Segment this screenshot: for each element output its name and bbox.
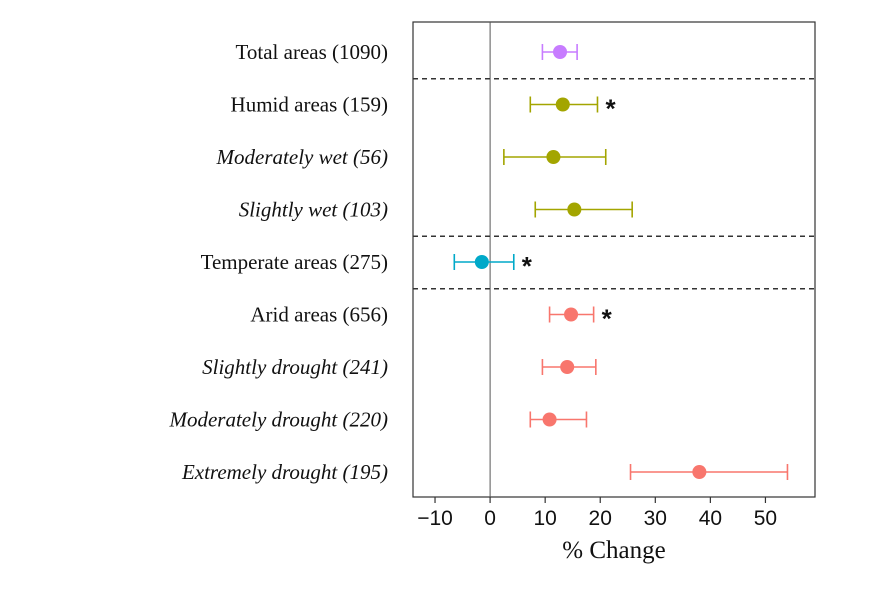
row-label-7: Moderately drought (220) (168, 408, 388, 432)
significance-marker-1: * (605, 94, 616, 124)
x-tick-label-6: 50 (754, 507, 777, 530)
row-label-8: Extremely drought (195) (181, 460, 388, 484)
estimate-point-7 (542, 412, 557, 427)
estimate-point-2 (546, 150, 561, 164)
x-tick-label-1: 0 (484, 507, 496, 530)
row-label-4: Temperate areas (275) (201, 250, 388, 274)
significance-marker-5: * (602, 304, 613, 334)
row-label-2: Moderately wet (56) (216, 145, 388, 169)
row-label-6: Slightly drought (241) (202, 355, 388, 379)
x-tick-label-3: 20 (589, 507, 612, 530)
estimate-point-4 (474, 255, 489, 269)
estimate-point-8 (692, 465, 707, 479)
estimate-point-3 (567, 202, 582, 217)
row-label-0: Total areas (1090) (236, 40, 388, 64)
plot-panel-border (412, 21, 816, 498)
x-tick-label-5: 40 (699, 507, 722, 530)
estimate-point-5 (564, 307, 579, 322)
x-axis-label: % Change (562, 537, 665, 564)
estimate-point-1 (555, 97, 570, 112)
x-tick-label-2: 10 (533, 507, 556, 530)
estimate-point-6 (560, 360, 575, 374)
row-label-5: Arid areas (656) (250, 303, 388, 327)
estimate-point-0 (553, 45, 568, 59)
row-label-1: Humid areas (159) (231, 93, 388, 117)
significance-marker-4: * (522, 251, 533, 281)
x-tick-label-4: 30 (644, 507, 667, 530)
row-label-3: Slightly wet (103) (239, 198, 388, 222)
x-tick-label-0: −10 (417, 507, 453, 530)
